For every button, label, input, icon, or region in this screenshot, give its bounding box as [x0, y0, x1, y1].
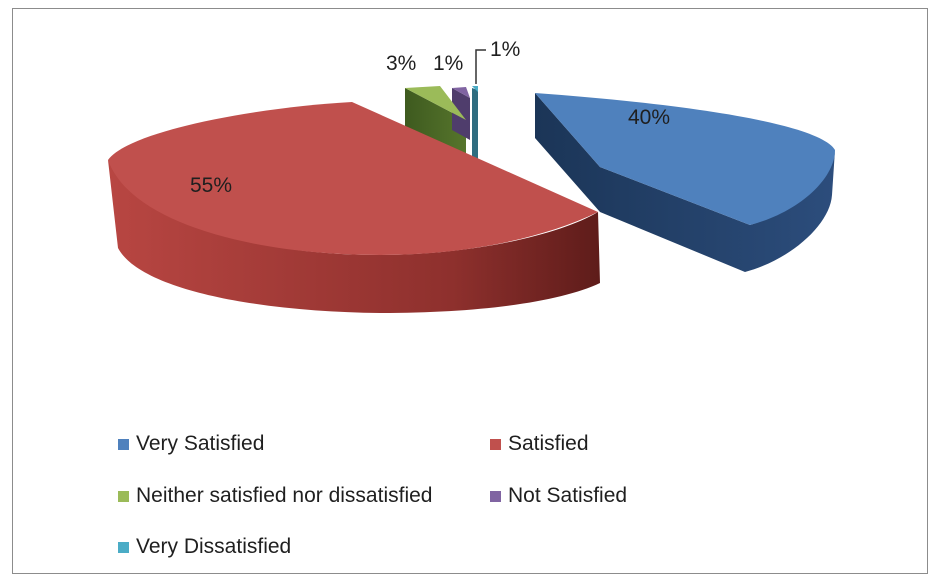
- slice-very-dissatisfied-side: [472, 88, 478, 164]
- legend-swatch: [118, 490, 129, 502]
- legend-label: Neither satisfied nor dissatisfied: [136, 484, 433, 507]
- slice-neither: [405, 86, 466, 120]
- legend-label: Very Satisfied: [136, 432, 265, 455]
- legend-swatch: [118, 541, 129, 553]
- slice-very-satisfied: [535, 93, 835, 225]
- slice-not-satisfied: [452, 87, 470, 98]
- legend-item-very-satisfied: Very Satisfied: [118, 432, 264, 456]
- legend-item-not-satisfied: Not Satisfied: [490, 484, 627, 508]
- legend-swatch: [490, 438, 501, 450]
- slice-very-dissatisfied: [472, 86, 478, 92]
- slice-very-satisfied-side: [535, 93, 835, 272]
- slice-satisfied-side: [108, 160, 600, 313]
- legend-swatch: [490, 490, 501, 502]
- data-label-very-satisfied: 40%: [628, 106, 670, 129]
- legend-label: Very Dissatisfied: [136, 535, 292, 558]
- data-label-satisfied: 55%: [190, 174, 232, 197]
- legend-swatch: [118, 438, 129, 450]
- legend-label: Satisfied: [508, 432, 589, 455]
- legend-item-neither: Neither satisfied nor dissatisfied: [118, 484, 432, 508]
- data-label-neither: 3%: [386, 52, 416, 75]
- slice-satisfied: [108, 102, 598, 255]
- slice-neither-side: [405, 88, 466, 165]
- data-label-very-dissatisfied: 1%: [490, 38, 520, 61]
- legend-item-very-dissatisfied: Very Dissatisfied: [118, 535, 291, 559]
- data-label-not-satisfied: 1%: [433, 52, 463, 75]
- legend-item-satisfied: Satisfied: [490, 432, 589, 456]
- legend-label: Not Satisfied: [508, 484, 628, 507]
- leader-line: [475, 49, 486, 84]
